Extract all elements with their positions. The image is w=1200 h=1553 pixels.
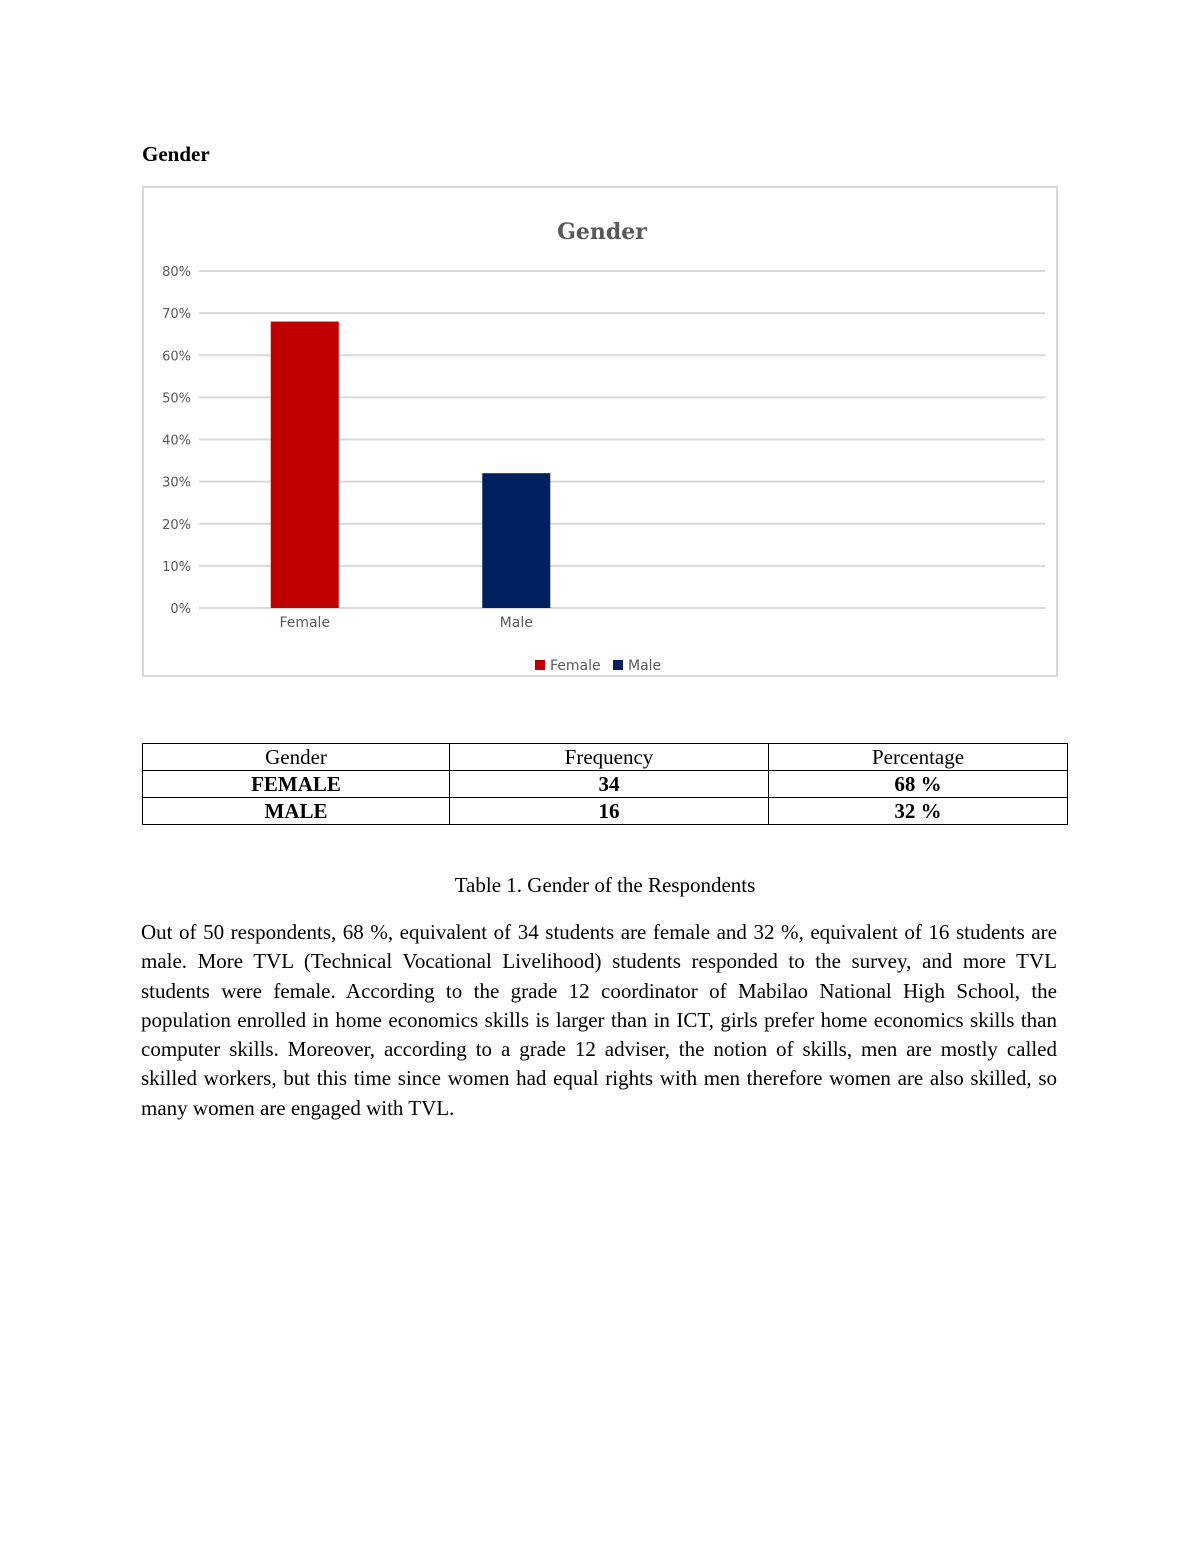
table-caption: Table 1. Gender of the Respondents (454, 873, 756, 897)
legend-swatch-female (535, 660, 545, 670)
gender-chart: Gender 0% 10% 20% 30% 40% 50% 60% 70% 80% Female Ma… (142, 186, 1058, 677)
legend-swatch-male (613, 660, 623, 670)
cell-frequency: 16 (449, 797, 769, 825)
cell-percentage: 32 % (768, 797, 1068, 825)
legend-label: Male (628, 658, 661, 674)
body-paragraph: Out of 50 respondents, 68 %, equivalent … (141, 920, 1057, 1120)
y-tick-label: 60% (162, 349, 191, 364)
table-header-row: Gender Frequency Percentage (142, 743, 1068, 771)
section-heading: Gender (142, 142, 210, 166)
y-tick-label: 20% (162, 518, 191, 533)
x-tick-label: Male (500, 615, 533, 631)
y-tick-label: 40% (162, 434, 191, 449)
cell-frequency: 34 (449, 770, 769, 798)
cell-percentage: 68 % (768, 770, 1068, 798)
cell-gender: MALE (142, 797, 450, 825)
header-percentage: Percentage (768, 743, 1068, 771)
legend-label: Female (550, 658, 601, 674)
cell-gender: FEMALE (142, 770, 450, 798)
x-tick-label: Female (279, 615, 330, 631)
table-row: FEMALE 34 68 % (142, 770, 1068, 798)
bar-female (270, 321, 339, 608)
y-tick-label: 70% (162, 307, 191, 322)
header-frequency: Frequency (449, 743, 769, 771)
y-tick-label: 10% (162, 560, 191, 575)
y-tick-label: 30% (162, 476, 191, 491)
chart-svg: Gender 0% 10% 20% 30% 40% 50% 60% 70% 80% Female Ma… (162, 219, 1045, 674)
chart-title: Gender (557, 219, 647, 245)
y-tick-label: 50% (162, 391, 191, 406)
header-gender: Gender (142, 743, 450, 771)
y-tick-label: 0% (170, 602, 191, 617)
y-tick-label: 80% (162, 265, 191, 280)
table-row: MALE 16 32 % (142, 797, 1068, 825)
gender-table: Gender Frequency Percentage FEMALE 34 68… (142, 743, 1068, 825)
bar-male (482, 473, 551, 608)
